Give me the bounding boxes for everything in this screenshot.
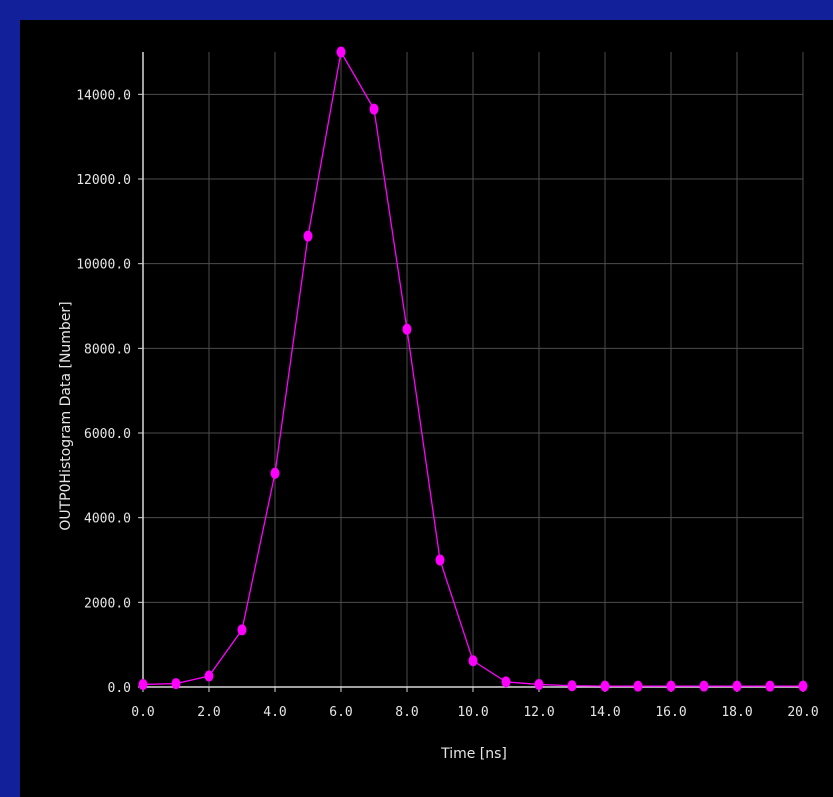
- data-point: [732, 680, 742, 692]
- x-tick-label: 4.0: [263, 705, 286, 720]
- x-tick-label: 0.0: [131, 705, 154, 720]
- data-point: [171, 678, 181, 690]
- data-point: [270, 467, 280, 479]
- x-tick-label: 10.0: [457, 705, 488, 720]
- x-tick-label: 14.0: [589, 705, 620, 720]
- x-tick-label: 12.0: [523, 705, 554, 720]
- axes: [138, 52, 804, 692]
- x-tick-label: 8.0: [395, 705, 418, 720]
- data-point: [765, 680, 775, 692]
- x-tick-label: 18.0: [721, 705, 752, 720]
- data-point: [501, 676, 511, 688]
- data-point: [666, 680, 676, 692]
- y-tick-label: 0.0: [108, 681, 131, 696]
- data-point: [567, 680, 577, 692]
- y-tick-label: 14000.0: [76, 88, 131, 103]
- y-tick-label: 12000.0: [76, 173, 131, 188]
- data-point: [633, 680, 643, 692]
- x-axis-title: Time [ns]: [440, 746, 507, 762]
- data-point: [798, 680, 808, 692]
- line-chart: 0.0 2.0 4.0 6.0 8.0 10.0 12.0 14.0 16.0 18.0 20.0 …: [58, 46, 819, 762]
- series-group: [138, 46, 808, 692]
- data-point: [435, 554, 445, 566]
- y-tick-labels: 0.0 2000.0 4000.0 6000.0 8000.0 10000.0 12000.…: [76, 88, 131, 696]
- x-tick-label: 2.0: [197, 705, 220, 720]
- data-point: [138, 678, 148, 690]
- y-tick-label: 8000.0: [84, 342, 131, 357]
- data-point: [303, 230, 313, 242]
- data-point: [204, 670, 214, 682]
- y-tick-label: 6000.0: [84, 427, 131, 442]
- data-point: [369, 103, 379, 115]
- y-axis-title: OUTP0Histogram Data [Number]: [58, 301, 74, 530]
- plot-frame: 0.0 2.0 4.0 6.0 8.0 10.0 12.0 14.0 16.0 18.0 20.0 …: [20, 20, 833, 797]
- grid-lines: [143, 52, 804, 687]
- y-tick-label: 4000.0: [84, 512, 131, 527]
- x-tick-label: 6.0: [329, 705, 352, 720]
- data-point: [534, 678, 544, 690]
- data-point: [402, 323, 412, 335]
- y-tick-label: 2000.0: [84, 596, 131, 611]
- data-point: [600, 680, 610, 692]
- data-point: [237, 624, 247, 636]
- y-tick-label: 10000.0: [76, 258, 131, 273]
- x-tick-label: 20.0: [787, 705, 818, 720]
- data-point: [468, 655, 478, 667]
- data-point: [699, 680, 709, 692]
- x-tick-labels: 0.0 2.0 4.0 6.0 8.0 10.0 12.0 14.0 16.0 18.0 20.0: [131, 705, 818, 720]
- data-point: [336, 46, 346, 58]
- x-tick-label: 16.0: [655, 705, 686, 720]
